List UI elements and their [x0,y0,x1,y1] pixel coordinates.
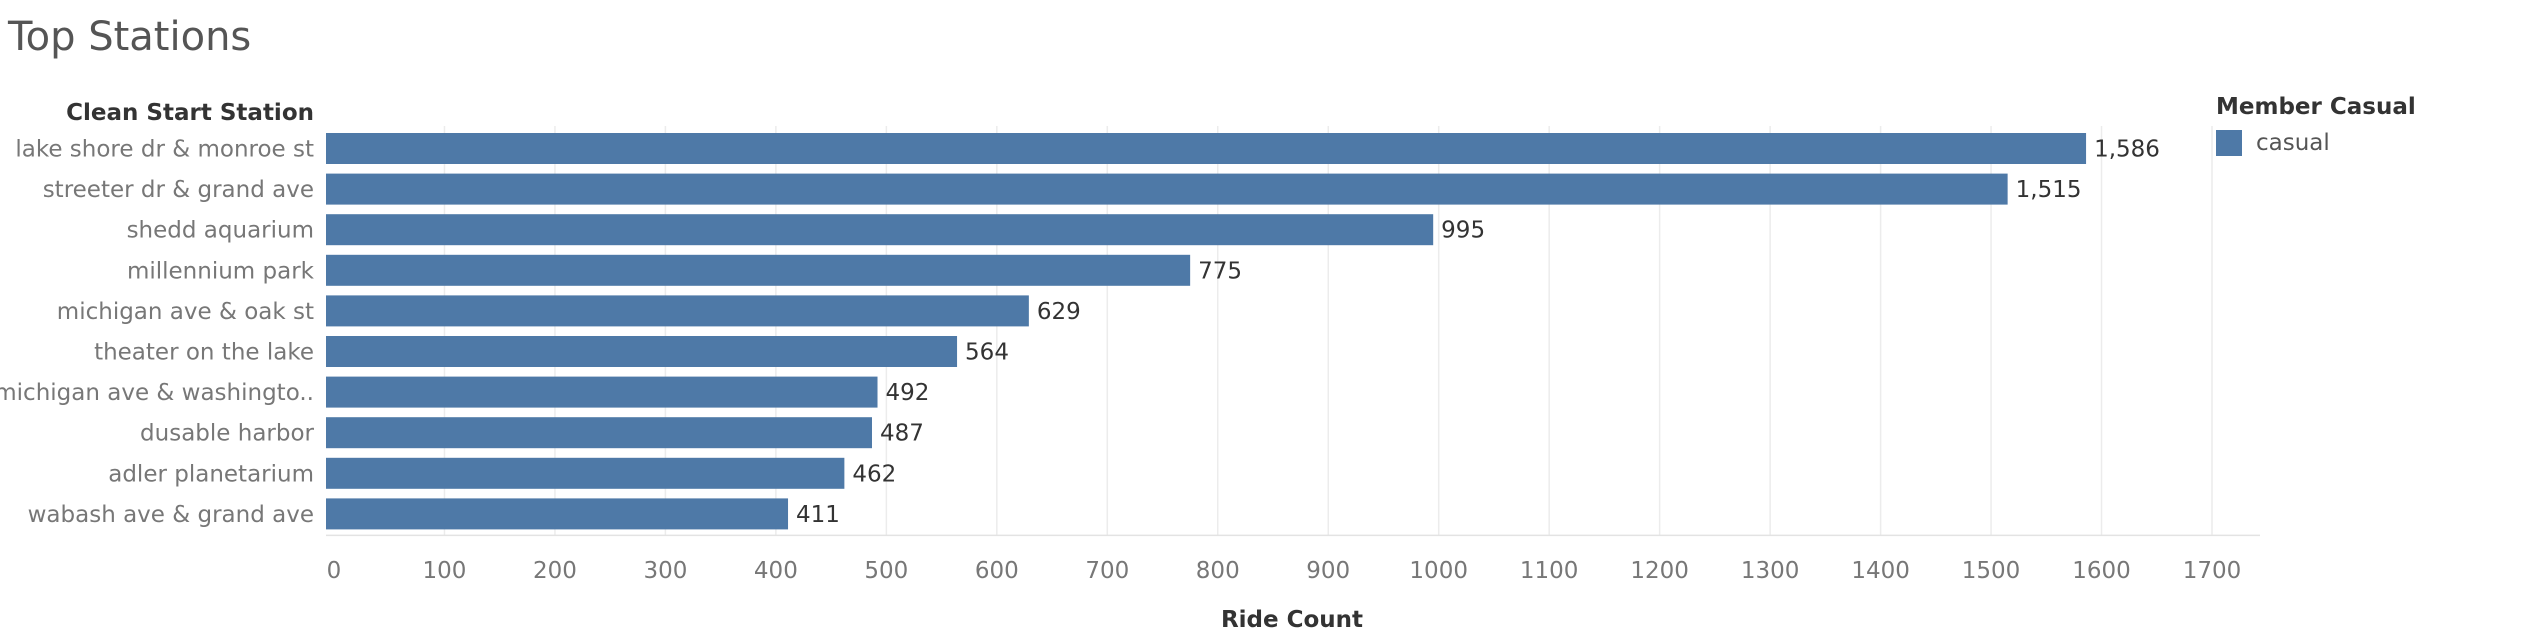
category-label: shedd aquarium [127,218,314,244]
x-tick-label: 1700 [2183,558,2242,584]
value-label: 411 [796,502,840,528]
x-tick-label: 800 [1196,558,1240,584]
x-axis-title: Ride Count [1221,607,1363,633]
x-tick-label: 1100 [1520,558,1579,584]
x-tick-label: 600 [975,558,1019,584]
value-label: 629 [1037,299,1081,325]
value-label: 775 [1198,258,1242,284]
x-tick-label: 1600 [2072,558,2131,584]
x-tick-label: 1300 [1741,558,1800,584]
category-label: wabash ave & grand ave [28,502,314,528]
category-label: dusable harbor [140,421,315,447]
bar[interactable] [326,498,789,530]
bar[interactable] [326,457,845,489]
category-label: michigan ave & oak st [57,299,314,325]
x-tick-label: 1000 [1409,558,1468,584]
category-label: adler planetarium [108,461,314,487]
bar[interactable] [326,254,1191,286]
legend-swatch [2216,130,2242,156]
bar[interactable] [326,133,2087,164]
legend-label: casual [2256,130,2330,156]
value-label: 995 [1441,218,1485,244]
value-label: 564 [965,340,1009,366]
bar[interactable] [326,376,878,408]
value-label: 492 [886,380,930,406]
bar[interactable] [326,336,958,367]
value-label: 487 [880,421,924,447]
bar[interactable] [326,214,1434,246]
x-tick-labels: 0 100 200 300 400 500 600 700 800 900 1000 1100 1200… [327,558,2242,584]
value-label: 1,515 [2016,177,2082,203]
bar[interactable] [326,173,2008,205]
x-tick-label: 0 [327,558,342,584]
category-label: michigan ave & washingto.. [0,380,314,406]
x-tick-label: 100 [423,558,467,584]
legend-title: Member Casual [2216,94,2416,120]
x-tick-label: 400 [754,558,798,584]
category-label: lake shore dr & monroe st [15,137,314,163]
category-label: theater on the lake [94,340,314,366]
x-tick-label: 1500 [1962,558,2021,584]
value-label: 1,586 [2094,137,2160,163]
category-labels: lake shore dr & monroe st streeter dr & g… [0,137,315,528]
x-tick-label: 500 [864,558,908,584]
y-axis-title: Clean Start Station [66,100,314,126]
x-tick-label: 1200 [1630,558,1689,584]
x-tick-label: 200 [533,558,577,584]
x-tick-label: 300 [643,558,687,584]
category-label: streeter dr & grand ave [43,177,314,203]
bar[interactable] [326,295,1029,327]
legend: Member Casual casual [2216,94,2416,158]
x-tick-label: 700 [1085,558,1129,584]
value-labels: 1,586 1,515 995 775 629 564 492 487 462 411 [796,137,2160,528]
bars [326,133,2087,530]
x-tick-label: 1400 [1851,558,1910,584]
x-tick-label: 900 [1306,558,1350,584]
legend-item-casual[interactable]: casual [2216,128,2416,158]
category-label: millennium park [127,258,315,284]
bar[interactable] [326,417,872,449]
value-label: 462 [852,461,896,487]
chart-title: Top Stations [8,14,252,60]
